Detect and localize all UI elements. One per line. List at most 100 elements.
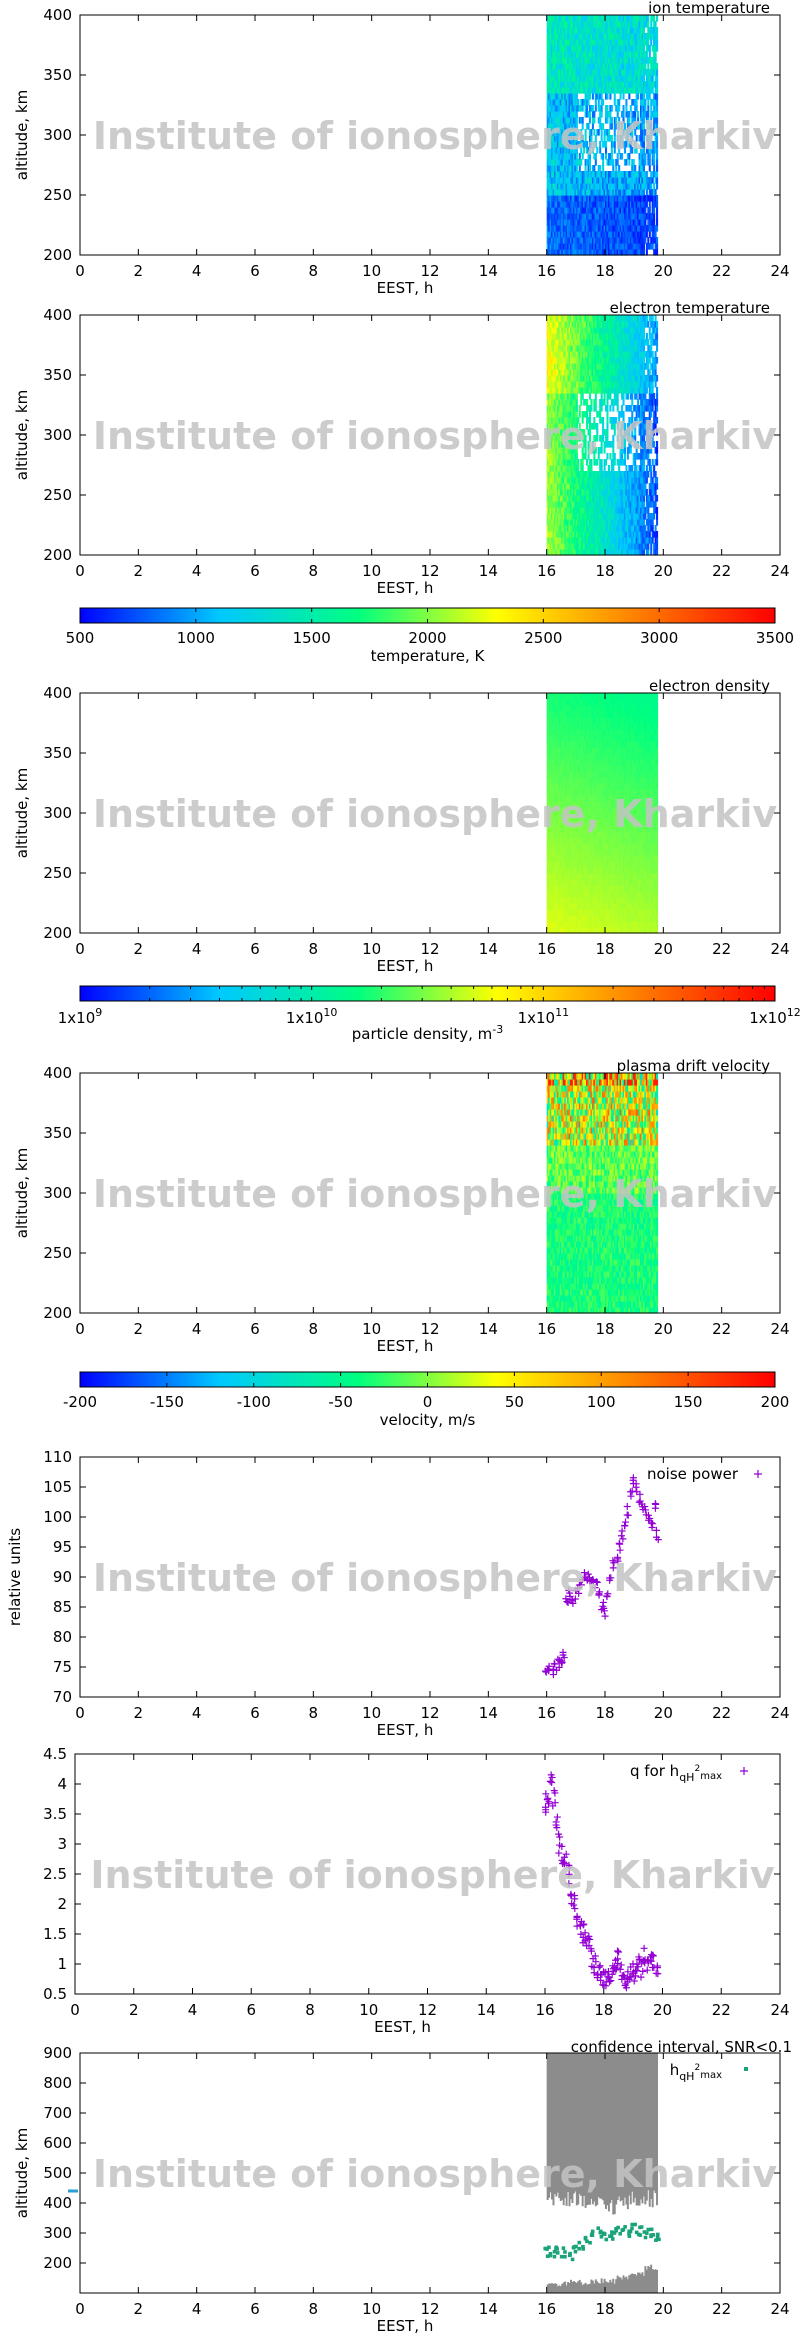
heatmap-cell xyxy=(603,63,606,70)
heatmap-cell xyxy=(555,147,558,154)
heatmap-cell xyxy=(603,201,606,208)
heatmap-cell xyxy=(552,111,555,118)
heatmap-cell xyxy=(587,39,590,46)
heatmap-cell xyxy=(580,183,583,190)
heatmap-cell xyxy=(567,519,570,526)
heatmap-cell xyxy=(568,453,571,460)
heatmap-cell xyxy=(586,399,589,406)
heatmap-cell xyxy=(570,465,573,472)
heatmap-cell xyxy=(626,171,629,178)
heatmap-cell xyxy=(635,501,638,508)
heatmap-cell xyxy=(613,453,616,460)
heatmap-cell xyxy=(552,447,555,454)
heatmap-cell xyxy=(583,27,586,34)
heatmap-cell xyxy=(558,537,561,544)
heatmap-cell xyxy=(578,159,581,166)
heatmap-cell xyxy=(580,525,583,532)
heatmap-cell xyxy=(603,507,606,514)
heatmap-cell xyxy=(552,45,555,52)
heatmap-cell xyxy=(567,117,570,124)
heatmap-cell xyxy=(559,81,562,88)
heatmap-cell xyxy=(572,351,575,358)
heatmap-cell xyxy=(596,327,599,334)
heatmap-cell xyxy=(555,219,558,226)
heatmap-cell xyxy=(586,423,589,430)
heatmap-cell xyxy=(575,327,578,334)
heatmap-cell xyxy=(631,231,634,238)
heatmap-cell xyxy=(615,543,618,550)
heatmap-cell xyxy=(548,453,551,460)
heatmap-cell xyxy=(552,21,555,28)
y-tick-label: 400 xyxy=(43,6,72,24)
heatmap-cell xyxy=(599,57,602,64)
heatmap-cell xyxy=(587,327,590,334)
heatmap-cell xyxy=(600,75,603,82)
heatmap-cell xyxy=(603,501,606,508)
heatmap-cell xyxy=(621,351,624,358)
heatmap-cell xyxy=(613,87,616,94)
heatmap-cell xyxy=(634,21,637,28)
heatmap-cell xyxy=(577,339,580,346)
heatmap-cell xyxy=(645,189,648,196)
heatmap-cell xyxy=(642,195,645,202)
heatmap-cell xyxy=(586,105,589,112)
heatmap-cell xyxy=(581,489,584,496)
heatmap-cell xyxy=(596,63,599,70)
heatmap-cell xyxy=(654,201,657,208)
heatmap-cell xyxy=(596,21,599,28)
heatmap-cell xyxy=(622,237,625,244)
heatmap-cell xyxy=(618,477,621,484)
heatmap-cell xyxy=(628,495,631,502)
heatmap-cell xyxy=(577,387,580,394)
heatmap-cell xyxy=(596,333,599,340)
heatmap-cell xyxy=(590,87,593,94)
heatmap-cell xyxy=(584,177,587,184)
heatmap-cell xyxy=(616,405,619,412)
heatmap-cell xyxy=(555,405,558,412)
heatmap-cell xyxy=(594,507,597,514)
heatmap-cell xyxy=(572,213,575,220)
heatmap-cell xyxy=(574,387,577,394)
heatmap-cell xyxy=(609,471,612,478)
heatmap-cell xyxy=(552,483,555,490)
heatmap-cell xyxy=(590,363,593,370)
heatmap-cell xyxy=(600,459,603,466)
heatmap-cell xyxy=(628,87,631,94)
heatmap-cell xyxy=(571,525,574,532)
heatmap-cell xyxy=(570,369,573,376)
heatmap-cell xyxy=(581,315,584,322)
heatmap-cell xyxy=(549,501,552,508)
heatmap-cell xyxy=(559,369,562,376)
heatmap-cell xyxy=(581,87,584,94)
heatmap-cell xyxy=(571,315,574,322)
heatmap-cell xyxy=(612,441,615,448)
heatmap-cell xyxy=(628,159,631,166)
heatmap-cell xyxy=(551,537,554,544)
heatmap-cell xyxy=(609,375,612,382)
heatmap-cell xyxy=(637,81,640,88)
heatmap-cell xyxy=(637,399,640,406)
heatmap-cell xyxy=(634,33,637,40)
heatmap-cell xyxy=(583,249,586,256)
heatmap-cell xyxy=(638,27,641,34)
heatmap-cell xyxy=(571,405,574,412)
heatmap-cell xyxy=(552,195,555,202)
heatmap-cell xyxy=(653,111,656,118)
heatmap-cell xyxy=(602,123,605,130)
heatmap-cell xyxy=(583,99,586,106)
heatmap-cell xyxy=(610,375,613,382)
heatmap-cell xyxy=(613,429,616,436)
heatmap-cell xyxy=(596,411,599,418)
heatmap-cell xyxy=(546,201,549,208)
heatmap-cell xyxy=(553,417,557,424)
heatmap-cell xyxy=(584,357,587,364)
heatmap-cell xyxy=(591,369,594,376)
heatmap-cell xyxy=(603,471,606,478)
heatmap-cell xyxy=(578,513,581,520)
heatmap-cell xyxy=(556,387,559,394)
heatmap-cell xyxy=(559,135,562,142)
heatmap-cell xyxy=(645,231,648,238)
heatmap-cell xyxy=(575,141,578,148)
heatmap-cell xyxy=(626,69,629,76)
heatmap-cell xyxy=(590,81,593,88)
